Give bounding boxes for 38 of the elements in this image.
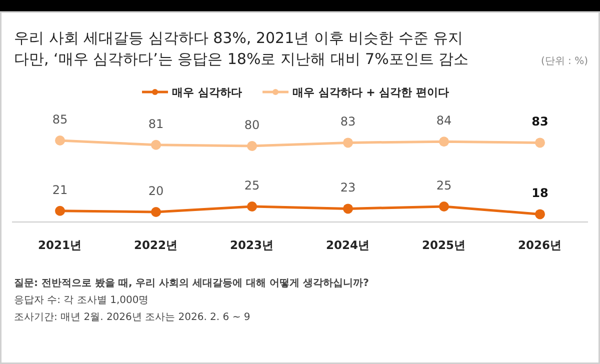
point [439,136,449,147]
x-tick-label: 2022년 [134,238,178,252]
chart-title: 우리 사회 세대갈등 심각하다 83%, 2021년 이후 비슷한 수준 유지 [14,29,464,47]
text: 조사기간: 매년 2월. 2026년 조사는 2026. 2. 6 ~ 9 [14,312,250,323]
data-label: 23 [340,180,356,195]
point [535,138,545,148]
x-tick-label: 2025년 [422,238,466,252]
x-tick-label: 2023년 [230,238,274,252]
data-label: 20 [148,184,164,198]
legend-label: 매우 심각하다 [172,86,242,99]
text: (단위 : %) [540,56,588,67]
legend-label: 매우 심각하다 + 심각한 편이다 [292,86,450,99]
data-label: 80 [244,118,260,132]
data-label: 83 [340,114,356,129]
point [55,206,65,216]
text: 응답자 수: 각 조사별 1,000명 [14,295,149,306]
point [151,207,161,217]
chart-subtitle: 다만, ‘매우 심각하다’는 응답은 18%로 지난해 대비 7%포인트 감소 [14,50,469,68]
point [343,138,353,148]
point [343,204,353,214]
data-label: 21 [52,182,68,197]
point [439,202,449,212]
data-label: 25 [436,178,452,192]
point [55,136,65,146]
point [247,141,257,151]
data-label: 25 [244,178,260,192]
x-tick-label: 2024년 [326,238,370,252]
data-label: 81 [148,116,164,131]
text: 질문: 전반적으로 봤을 때, 우리 사회의 세대갈등에 대해 어떻게 생각하십니까? [14,278,370,289]
point [247,202,257,212]
x-tick-label: 2021년 [38,238,82,252]
data-label: 84 [436,114,452,128]
point [535,209,545,220]
x-tick-label: 2026년 [518,238,562,252]
point [151,140,161,150]
data-label: 83 [532,114,548,129]
data-label: 85 [52,112,68,126]
data-label: 18 [532,186,548,200]
